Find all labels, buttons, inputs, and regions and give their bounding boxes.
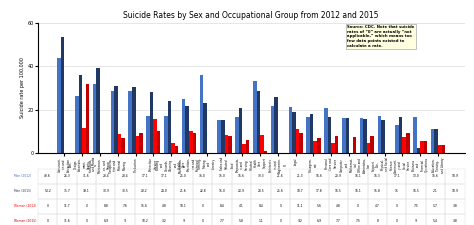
Bar xyxy=(420,141,424,153)
Bar xyxy=(274,97,278,153)
Text: Source: CDC. Note that suicide
rates of “0” are actually “not
applicable,” which: Source: CDC. Note that suicide rates of … xyxy=(347,25,415,47)
Bar xyxy=(57,58,61,153)
Bar xyxy=(324,108,328,153)
Bar xyxy=(360,117,363,153)
Bar xyxy=(417,148,420,153)
Bar xyxy=(367,143,370,153)
Bar xyxy=(306,117,310,153)
Bar xyxy=(221,120,225,153)
Bar xyxy=(75,96,79,153)
Bar xyxy=(370,136,374,153)
Bar xyxy=(313,141,317,153)
Bar xyxy=(154,119,157,153)
Bar xyxy=(289,107,292,153)
Bar xyxy=(296,129,299,153)
Bar xyxy=(310,114,313,153)
Bar xyxy=(239,108,242,153)
Bar xyxy=(346,118,349,153)
Bar xyxy=(438,145,442,153)
Bar xyxy=(424,141,428,153)
Bar xyxy=(225,135,228,153)
Bar xyxy=(431,129,435,153)
Bar xyxy=(228,136,232,153)
Bar xyxy=(132,87,136,153)
Title: Suicide Rates by Sex and Occupational Group from 2012 and 2015: Suicide Rates by Sex and Occupational Gr… xyxy=(123,11,379,20)
Bar xyxy=(192,133,196,153)
Bar xyxy=(121,138,125,153)
Bar xyxy=(157,131,161,153)
Bar xyxy=(381,120,384,153)
Bar xyxy=(168,101,171,153)
Bar xyxy=(175,146,178,153)
Bar xyxy=(353,137,356,153)
Bar xyxy=(61,37,64,153)
Bar xyxy=(292,112,296,153)
Bar xyxy=(271,106,274,153)
Bar xyxy=(150,92,154,153)
Bar xyxy=(139,133,143,153)
Bar xyxy=(435,129,438,153)
Bar xyxy=(136,137,139,153)
Bar xyxy=(203,104,207,153)
Bar xyxy=(189,131,192,153)
Bar xyxy=(399,117,402,153)
Bar xyxy=(342,118,346,153)
Bar xyxy=(377,116,381,153)
Bar xyxy=(118,134,121,153)
Bar xyxy=(253,81,256,153)
Bar xyxy=(185,106,189,153)
Bar xyxy=(256,91,260,153)
Bar xyxy=(406,133,410,153)
Bar xyxy=(260,135,264,153)
Bar xyxy=(114,86,118,153)
Bar xyxy=(299,133,303,153)
Bar xyxy=(111,91,114,153)
Bar xyxy=(79,75,82,153)
Bar xyxy=(395,125,399,153)
Bar xyxy=(164,116,168,153)
Bar xyxy=(328,117,331,153)
Bar xyxy=(363,119,367,153)
Bar xyxy=(264,151,267,153)
Bar xyxy=(128,91,132,153)
Bar xyxy=(171,143,175,153)
Bar xyxy=(218,120,221,153)
Bar xyxy=(413,117,417,153)
Bar xyxy=(200,75,203,153)
Bar xyxy=(246,140,249,153)
Bar xyxy=(235,117,239,153)
Bar xyxy=(242,144,246,153)
Bar xyxy=(146,116,150,153)
Bar xyxy=(335,136,338,153)
Bar xyxy=(86,84,89,153)
Bar xyxy=(93,84,96,153)
Y-axis label: Suicide rate per 100,000: Suicide rate per 100,000 xyxy=(20,57,25,118)
Bar xyxy=(96,68,100,153)
Bar xyxy=(82,128,86,153)
Bar xyxy=(317,138,320,153)
Bar xyxy=(442,145,445,153)
Bar xyxy=(331,143,335,153)
Bar xyxy=(402,137,406,153)
Bar xyxy=(182,99,185,153)
